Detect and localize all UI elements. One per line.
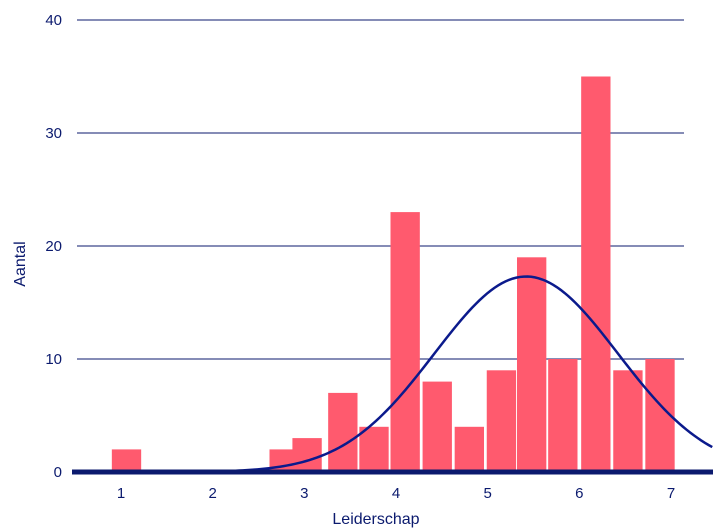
y-tick-label: 0: [54, 464, 62, 481]
y-tick-label: 10: [45, 351, 62, 368]
y-tick-labels: 0 10 20 30 40: [45, 12, 62, 481]
x-tick-labels: 1 2 3 4 5 6 7: [117, 485, 675, 502]
histogram-bar: [613, 370, 643, 472]
bars: [111, 76, 675, 472]
y-axis-title: Aantal: [12, 241, 29, 286]
histogram-bar: [328, 392, 358, 472]
x-tick-label: 2: [208, 485, 216, 502]
histogram-bar: [390, 212, 420, 472]
histogram-bar: [581, 76, 611, 472]
y-tick-label: 30: [45, 125, 62, 142]
histogram-bar: [359, 426, 389, 472]
x-axis-title: Leiderschap: [332, 511, 419, 528]
histogram-bar: [486, 370, 517, 472]
histogram-bar: [454, 426, 484, 472]
x-tick-label: 4: [392, 485, 400, 502]
histogram-bar: [422, 381, 452, 472]
x-tick-label: 7: [667, 485, 675, 502]
histogram-bar: [548, 359, 578, 472]
histogram-bar: [517, 257, 547, 472]
histogram-bar: [111, 449, 142, 472]
y-tick-label: 40: [45, 12, 62, 29]
y-tick-label: 20: [45, 238, 62, 255]
x-tick-label: 3: [300, 485, 308, 502]
x-tick-label: 5: [483, 485, 491, 502]
histogram-bar: [292, 438, 322, 472]
x-tick-label: 6: [575, 485, 583, 502]
x-tick-label: 1: [117, 485, 125, 502]
